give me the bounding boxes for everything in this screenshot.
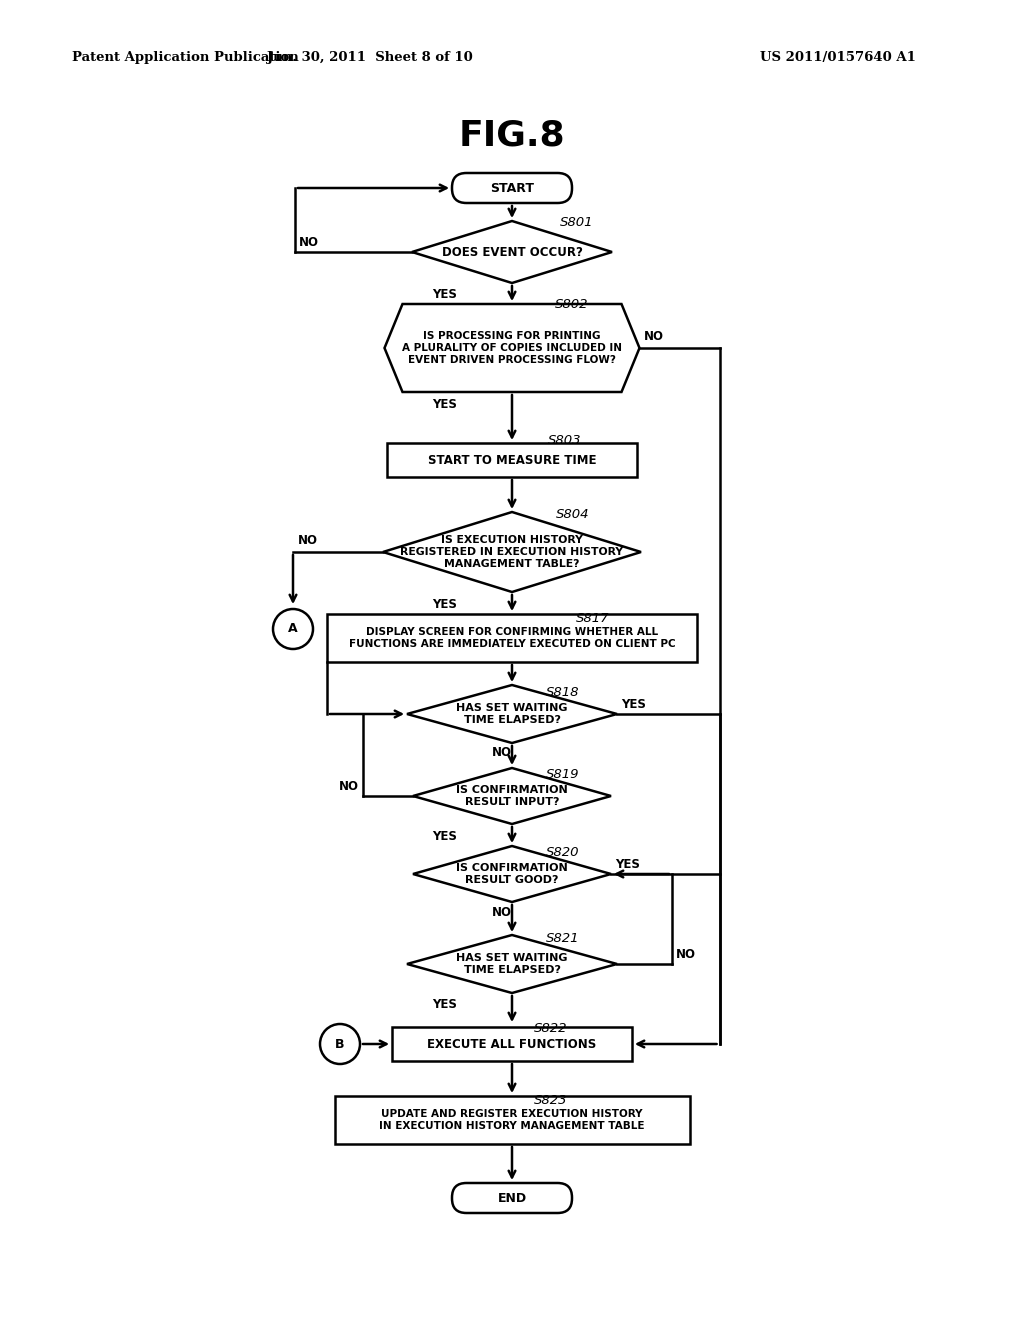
Text: Patent Application Publication: Patent Application Publication	[72, 51, 299, 65]
Text: EXECUTE ALL FUNCTIONS: EXECUTE ALL FUNCTIONS	[427, 1038, 597, 1051]
Text: NO: NO	[643, 330, 664, 342]
Polygon shape	[413, 846, 611, 902]
Text: IS PROCESSING FOR PRINTING
A PLURALITY OF COPIES INCLUDED IN
EVENT DRIVEN PROCES: IS PROCESSING FOR PRINTING A PLURALITY O…	[402, 330, 622, 366]
Text: S802: S802	[555, 297, 589, 310]
Polygon shape	[413, 768, 611, 824]
Text: YES: YES	[432, 598, 457, 610]
Text: NO: NO	[299, 235, 319, 248]
Bar	[335, 1096, 689, 1144]
Text: IS EXECUTION HISTORY
REGISTERED IN EXECUTION HISTORY
MANAGEMENT TABLE?: IS EXECUTION HISTORY REGISTERED IN EXECU…	[400, 535, 624, 569]
Text: S804: S804	[556, 507, 590, 520]
Text: YES: YES	[432, 998, 457, 1011]
Text: START: START	[490, 181, 534, 194]
Text: HAS SET WAITING
TIME ELAPSED?: HAS SET WAITING TIME ELAPSED?	[457, 702, 567, 725]
Text: UPDATE AND REGISTER EXECUTION HISTORY
IN EXECUTION HISTORY MANAGEMENT TABLE: UPDATE AND REGISTER EXECUTION HISTORY IN…	[379, 1109, 645, 1131]
Text: NO: NO	[676, 948, 696, 961]
Text: DOES EVENT OCCUR?: DOES EVENT OCCUR?	[441, 246, 583, 259]
Text: A: A	[288, 623, 298, 635]
Text: NO: NO	[492, 747, 512, 759]
Text: NO: NO	[339, 780, 359, 792]
Text: NO: NO	[492, 906, 512, 919]
Text: S817: S817	[575, 611, 609, 624]
Text: YES: YES	[432, 289, 457, 301]
Polygon shape	[412, 220, 612, 282]
Text: NO: NO	[298, 533, 318, 546]
Circle shape	[319, 1024, 360, 1064]
Text: S822: S822	[534, 1022, 567, 1035]
FancyBboxPatch shape	[452, 1183, 572, 1213]
Text: FIG.8: FIG.8	[459, 119, 565, 153]
Polygon shape	[407, 935, 617, 993]
Bar	[327, 614, 697, 663]
Circle shape	[273, 609, 313, 649]
Text: YES: YES	[432, 829, 457, 842]
Text: S818: S818	[546, 685, 580, 698]
Text: END: END	[498, 1192, 526, 1204]
Text: S803: S803	[548, 433, 582, 446]
Text: S821: S821	[546, 932, 580, 945]
Text: HAS SET WAITING
TIME ELAPSED?: HAS SET WAITING TIME ELAPSED?	[457, 953, 567, 975]
Text: S820: S820	[546, 846, 580, 858]
Text: S823: S823	[534, 1093, 567, 1106]
Text: US 2011/0157640 A1: US 2011/0157640 A1	[760, 51, 915, 65]
Text: S801: S801	[560, 215, 594, 228]
Text: IS CONFIRMATION
RESULT GOOD?: IS CONFIRMATION RESULT GOOD?	[456, 863, 568, 886]
Polygon shape	[407, 685, 617, 743]
Text: YES: YES	[615, 858, 640, 870]
Polygon shape	[383, 512, 641, 591]
Bar	[392, 1027, 632, 1061]
Text: YES: YES	[621, 697, 646, 710]
FancyBboxPatch shape	[452, 173, 572, 203]
Text: IS CONFIRMATION
RESULT INPUT?: IS CONFIRMATION RESULT INPUT?	[456, 785, 568, 808]
Bar	[387, 444, 637, 477]
Polygon shape	[384, 304, 640, 392]
Text: S819: S819	[546, 767, 580, 780]
Text: YES: YES	[432, 397, 457, 411]
Text: START TO MEASURE TIME: START TO MEASURE TIME	[428, 454, 596, 466]
Text: DISPLAY SCREEN FOR CONFIRMING WHETHER ALL
FUNCTIONS ARE IMMEDIATELY EXECUTED ON : DISPLAY SCREEN FOR CONFIRMING WHETHER AL…	[349, 627, 675, 649]
Text: B: B	[335, 1038, 345, 1051]
Text: Jun. 30, 2011  Sheet 8 of 10: Jun. 30, 2011 Sheet 8 of 10	[267, 51, 473, 65]
